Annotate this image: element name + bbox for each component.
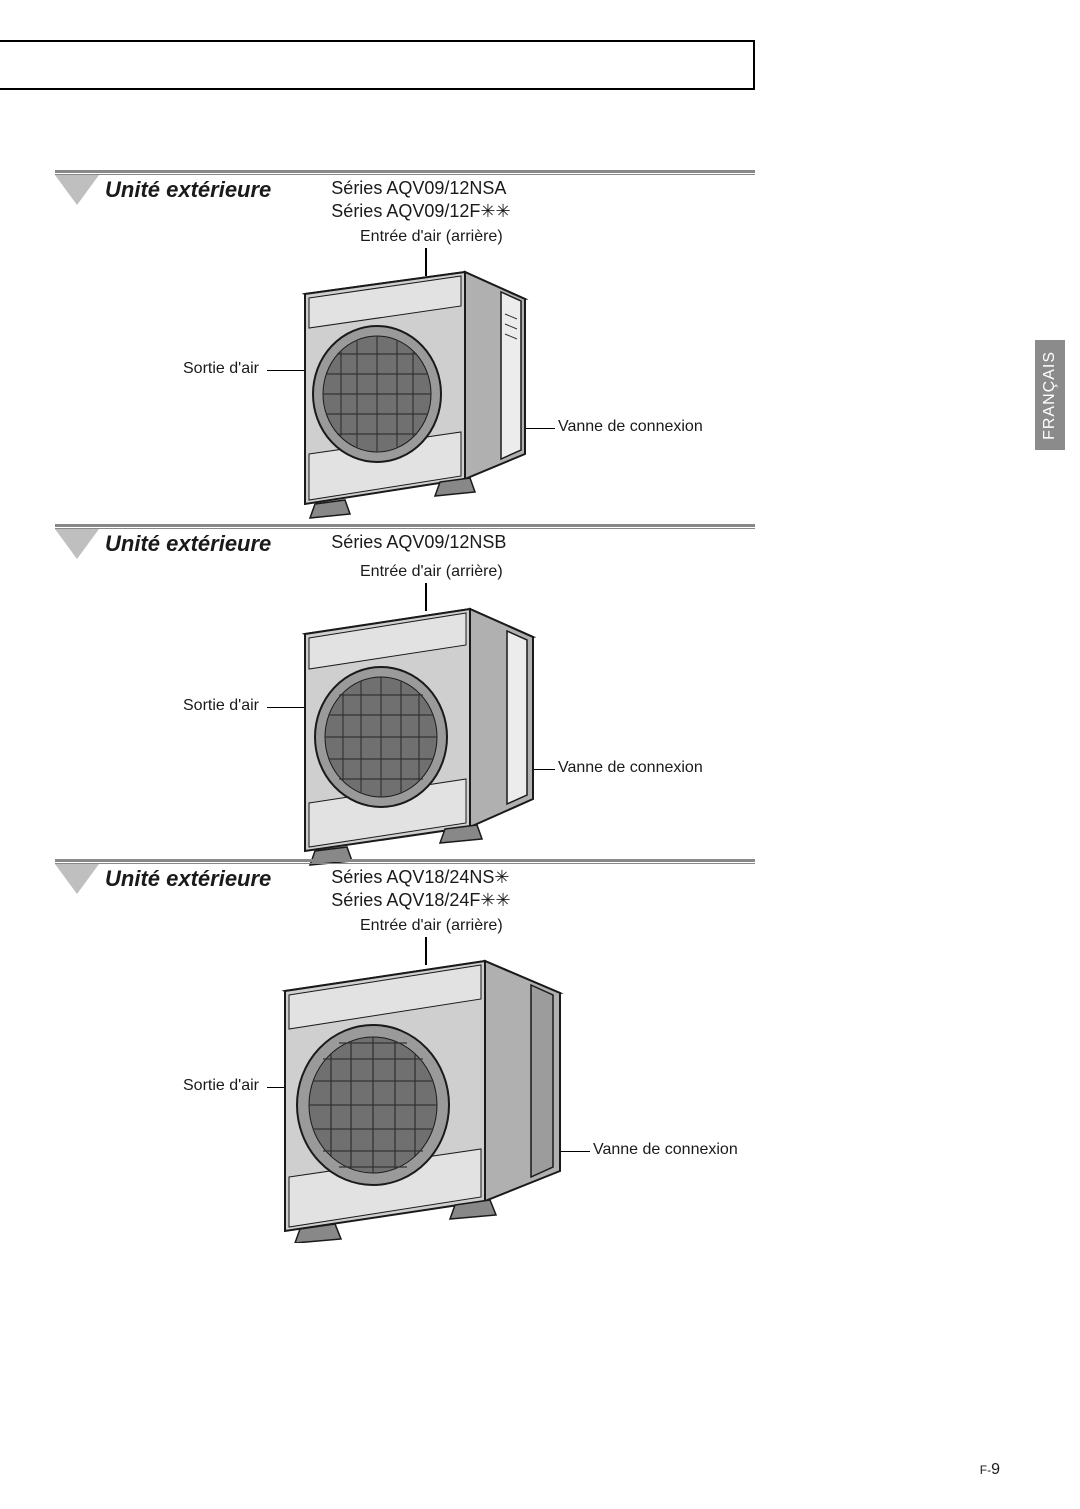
section-header: Unité extérieure Séries AQV18/24NS✳ Séri… (55, 872, 755, 913)
series-block: Séries AQV18/24NS✳ Séries AQV18/24F✳✳ (331, 866, 510, 913)
section-unit-1: Unité extérieure Séries AQV09/12NSA Séri… (55, 170, 755, 524)
series-block: Séries AQV09/12NSA Séries AQV09/12F✳✳ (331, 177, 510, 224)
outdoor-unit-illustration (245, 943, 585, 1243)
section-marker-triangle-icon (55, 175, 99, 205)
divider (55, 170, 755, 173)
section-header: Unité extérieure Séries AQV09/12NSB (55, 537, 755, 559)
language-tab-label: FRANÇAIS (1041, 351, 1059, 440)
callout-air-inlet: Entrée d'air (arrière) (360, 917, 503, 935)
callout-air-outlet: Sortie d'air (183, 360, 259, 378)
diagram-area: Entrée d'air (arrière) Sortie d'air Vann… (55, 913, 755, 1223)
series-line: Séries AQV09/12F✳✳ (331, 200, 510, 223)
divider (55, 524, 755, 527)
outdoor-unit-illustration (265, 254, 545, 524)
page-number-value: 9 (991, 1461, 1000, 1478)
diagram-area: Entrée d'air (arrière) Sortie d'air Vann… (55, 559, 755, 859)
side-panel (507, 631, 527, 804)
callout-valve: Vanne de connexion (593, 1141, 738, 1159)
callout-valve: Vanne de connexion (558, 418, 703, 436)
diagram-area: Entrée d'air (arrière) Sortie d'air Vann… (55, 224, 755, 524)
series-line: Séries AQV09/12NSB (331, 531, 506, 554)
section-header: Unité extérieure Séries AQV09/12NSA Séri… (55, 183, 755, 224)
outdoor-unit-illustration (265, 589, 555, 869)
section-title: Unité extérieure (105, 531, 271, 557)
page-number-prefix: F- (980, 1463, 991, 1477)
divider (55, 174, 755, 175)
series-line: Séries AQV18/24F✳✳ (331, 889, 510, 912)
divider (55, 859, 755, 862)
section-marker-triangle-icon (55, 864, 99, 894)
section-unit-2: Unité extérieure Séries AQV09/12NSB Entr… (55, 524, 755, 859)
section-marker-triangle-icon (55, 529, 99, 559)
page-number: F-9 (980, 1461, 1000, 1479)
side-panel (531, 985, 553, 1177)
callout-valve: Vanne de connexion (558, 759, 703, 777)
content-area: Unité extérieure Séries AQV09/12NSA Séri… (55, 170, 755, 1223)
divider (55, 863, 755, 864)
series-block: Séries AQV09/12NSB (331, 531, 506, 554)
section-title: Unité extérieure (105, 177, 271, 203)
callout-air-inlet: Entrée d'air (arrière) (360, 228, 503, 246)
side-panel (501, 292, 521, 459)
language-tab: FRANÇAIS (1035, 340, 1065, 450)
series-line: Séries AQV18/24NS✳ (331, 866, 510, 889)
section-title: Unité extérieure (105, 866, 271, 892)
fan-grille (325, 677, 437, 797)
top-header-frame (0, 40, 755, 90)
divider (55, 528, 755, 529)
series-line: Séries AQV09/12NSA (331, 177, 510, 200)
section-unit-3: Unité extérieure Séries AQV18/24NS✳ Séri… (55, 859, 755, 1223)
callout-air-inlet: Entrée d'air (arrière) (360, 563, 503, 581)
callout-air-outlet: Sortie d'air (183, 697, 259, 715)
